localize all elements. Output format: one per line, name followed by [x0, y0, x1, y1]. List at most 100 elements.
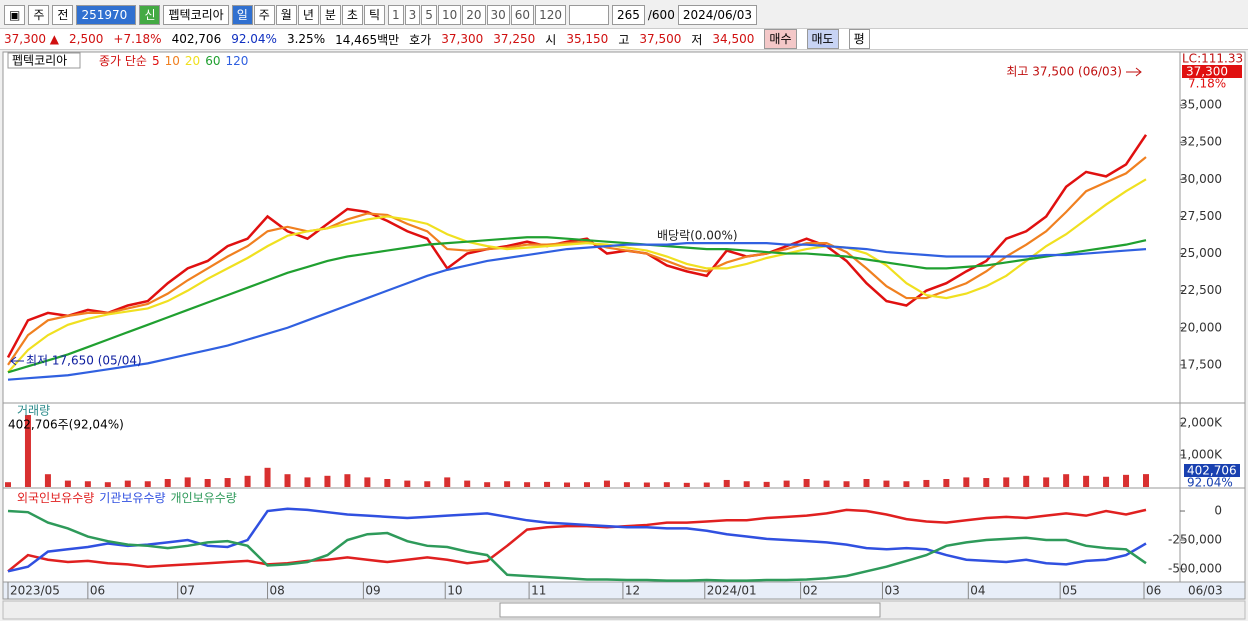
volume-bar [344, 474, 351, 487]
volume-bar [364, 477, 371, 487]
volume-bar [244, 475, 251, 487]
date[interactable]: 2024/06/03 [677, 5, 757, 25]
x-tick-label: 11 [531, 584, 546, 598]
volume-bar [164, 479, 171, 487]
volume-bar [1003, 477, 1010, 487]
period-type[interactable]: 주 [28, 5, 50, 25]
last-volume-rate: 92.04% [1187, 476, 1233, 490]
volume-bar [424, 481, 431, 487]
series-line [7, 178, 1147, 374]
period-button[interactable]: 분 [319, 5, 341, 25]
open-label: 시 [545, 32, 557, 47]
arrow [1126, 67, 1142, 77]
interval-button[interactable]: 1 [388, 5, 404, 25]
x-tick-label: 03 [884, 584, 899, 598]
legend-entry: 10 [165, 54, 180, 68]
last-volume: 402,706 [1187, 464, 1237, 478]
avg-button[interactable]: 평 [848, 29, 870, 49]
sell-button[interactable]: 매도 [806, 29, 839, 49]
period-button[interactable]: 초 [341, 5, 363, 25]
y-tick-label: 2,000K [1180, 416, 1223, 430]
last-date: 06/03 [1188, 584, 1223, 598]
volume-bar [843, 481, 850, 487]
volume-bar [983, 478, 990, 487]
volume-bar [504, 481, 511, 487]
legend: 종가 단순 5 10 20 60 120 [99, 54, 248, 68]
low-label: 저 [691, 32, 703, 47]
volume-bar [703, 482, 710, 487]
interval-button[interactable]: 3 [404, 5, 421, 25]
x-tick-label: 02 [803, 584, 818, 598]
volume-bar [643, 482, 650, 487]
open: 35,150 [566, 32, 609, 46]
volume-bar [1083, 475, 1090, 487]
period-button[interactable]: 틱 [363, 5, 386, 25]
annotation-low: 최저 17,650 (05/04) [26, 354, 142, 368]
stock-name: 펩텍코리아 [163, 5, 229, 25]
interval-button[interactable]: 120 [535, 5, 566, 25]
price: 37,300 ▲ [4, 32, 60, 46]
count[interactable]: 265 [611, 5, 645, 25]
interval-button[interactable]: 10 [437, 5, 462, 25]
scroll-thumb[interactable] [499, 602, 881, 618]
volume-bar [204, 479, 211, 487]
badge: 신 [139, 5, 161, 25]
volume-bar [903, 481, 910, 487]
x-tick-label: 08 [270, 584, 285, 598]
volume-bar [883, 480, 890, 487]
x-axis-strip [2, 581, 1246, 600]
chart-title: 펩텍코리아 [12, 54, 67, 68]
quote-bar: 37,300 ▲ 2,500 +7.18% 402,706 92.04% 3.2… [0, 28, 1248, 50]
volume-title: 거래량 [17, 404, 50, 418]
panel-frame [2, 51, 1246, 600]
legend-entry: 개인보유수량 [171, 491, 237, 505]
volume-bar [863, 479, 870, 487]
volume-bar [464, 480, 471, 487]
volume-bar [284, 474, 291, 487]
interval-button[interactable]: 5 [421, 5, 437, 25]
ask: 37,300 [441, 32, 484, 46]
volume-bar [444, 477, 451, 487]
bid: 37,250 [493, 32, 536, 46]
y-tick-label: 30,000 [1180, 172, 1222, 186]
low: 34,500 [712, 32, 755, 46]
interval-button[interactable]: 20 [462, 5, 486, 25]
adjust[interactable]: 전 [52, 5, 74, 25]
volume-subtitle: 402,706주(92,04%) [8, 418, 124, 432]
legend-entry: 120 [225, 54, 248, 68]
period-button[interactable]: 월 [275, 5, 297, 25]
interval-button[interactable]: 30 [486, 5, 510, 25]
last-price-box [1182, 65, 1242, 78]
legend-entry: 60 [205, 54, 220, 68]
volume-bar [1103, 476, 1110, 487]
x-tick-label: 12 [625, 584, 640, 598]
volume-bar [124, 480, 131, 487]
code[interactable]: 251970 [76, 5, 137, 25]
x-tick-label: 09 [365, 584, 380, 598]
volume-bar [24, 415, 31, 487]
y-tick-label: 27,500 [1180, 209, 1222, 223]
volume-bar [1063, 474, 1070, 487]
series-line [7, 156, 1147, 366]
y-tick-label: 17,500 [1180, 357, 1222, 371]
x-tick-label: 07 [180, 584, 195, 598]
volume-bar [623, 482, 630, 487]
period-button[interactable]: 일 [231, 5, 253, 25]
blank-select[interactable] [568, 5, 609, 25]
volume-bar [84, 481, 91, 487]
volume-bar [324, 475, 331, 487]
period-button[interactable]: 년 [297, 5, 319, 25]
legend-entry: 20 [185, 54, 200, 68]
volume-bar [803, 479, 810, 487]
volume-bar [184, 477, 191, 487]
buy-button[interactable]: 매수 [764, 29, 797, 49]
icon[interactable]: ▣ [4, 5, 26, 25]
volume-bar [823, 480, 830, 487]
period-button[interactable]: 주 [253, 5, 275, 25]
volume-bar [763, 481, 770, 487]
x-tick-label: 2023/05 [10, 584, 60, 598]
interval-button[interactable]: 60 [510, 5, 535, 25]
